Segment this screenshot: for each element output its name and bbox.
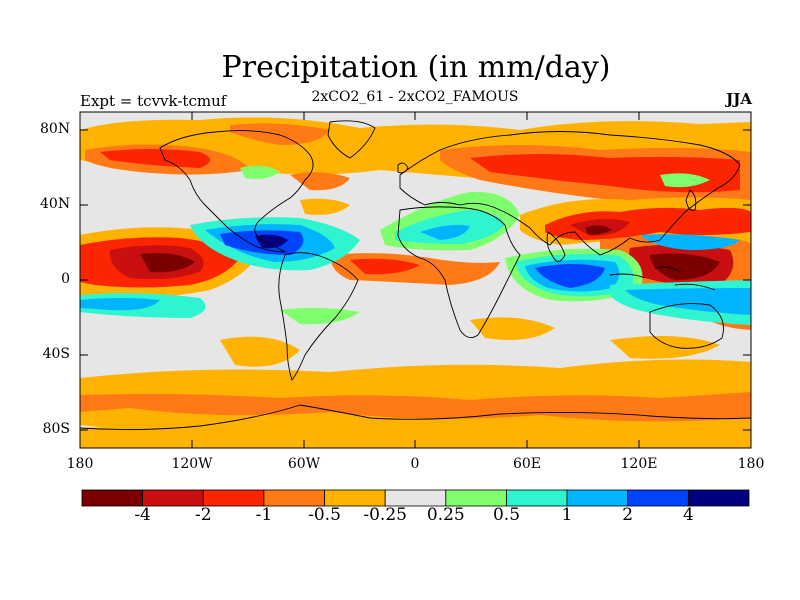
southern-patch (220, 336, 300, 367)
colorbar-label: 1 (561, 505, 573, 525)
coastlines (80, 120, 751, 431)
warm-pool-drying-core (650, 253, 720, 280)
colorbar-label: -0.25 (363, 505, 407, 525)
coastline-antarctica (80, 404, 751, 431)
season-label: JJA (726, 90, 752, 108)
east-pacific-drying-core (140, 253, 195, 273)
axis-ticks (80, 112, 751, 448)
colorbar-label: -4 (134, 505, 151, 525)
lat-label: 80S (42, 421, 70, 437)
coastline-india (546, 231, 566, 262)
north-wetting-patches (240, 165, 280, 180)
colorbar-label: 0.25 (426, 505, 465, 525)
central-america-wetting-max (255, 234, 288, 249)
south-east-pacific-wetting (80, 298, 160, 311)
lon-label: 120W (171, 456, 213, 472)
colorbar-swatch (324, 489, 386, 507)
atlantic-drying (300, 198, 350, 215)
coastline-australia (649, 303, 724, 349)
lat-label: 40N (40, 196, 71, 212)
coastline-south-america (278, 252, 359, 381)
lon-label: 180 (737, 456, 765, 472)
lat-label: 80N (40, 121, 71, 137)
colorbar-label: 4 (682, 505, 694, 525)
north-pacific-drying-core (100, 149, 210, 168)
colorbar (81, 489, 750, 507)
south-pacific-wetting (625, 288, 751, 315)
colorbar-swatch (142, 489, 204, 507)
chart-subtitle: 2xCO2_61 - 2xCO2_FAMOUS (311, 89, 519, 105)
arctic-drying (230, 123, 330, 145)
colorbar-swatch (687, 489, 750, 507)
lon-label: 60E (512, 456, 542, 472)
map-field (80, 112, 751, 448)
antarctic-coast-band (80, 421, 751, 448)
colorbar-label: 2 (622, 505, 634, 525)
coastline-uk (397, 162, 409, 174)
atlantic-itcz-drying-core (350, 258, 420, 275)
coastline-africa (397, 206, 521, 339)
experiment-label: Expt = tcvvk-tcmuf (80, 92, 227, 110)
coastline-islands (609, 266, 716, 291)
southern-ocean-core (80, 392, 751, 422)
southern-patch (610, 336, 720, 359)
colorbar-label: -0.5 (308, 505, 341, 525)
colorbar-swatch (506, 489, 568, 507)
colorbar-swatch (202, 489, 265, 507)
colorbar-swatch (627, 489, 689, 507)
indian-ocean-wetting-core (535, 264, 605, 288)
lon-label: 60W (287, 456, 321, 472)
north-wetting-patches (660, 173, 710, 188)
colorbar-swatch (445, 489, 507, 507)
atlantic-drying (290, 172, 350, 191)
lat-label: 40S (42, 346, 70, 362)
colorbar-swatch (384, 489, 447, 507)
coastline-north-america (159, 130, 314, 253)
lat-label: 0 (61, 271, 70, 287)
colorbar-label: -1 (255, 505, 273, 525)
coastline-greenland (327, 120, 376, 159)
colorbar-label: 0.5 (492, 505, 521, 525)
colorbar-label: -2 (195, 505, 212, 525)
lon-label: 180 (66, 456, 94, 472)
chart-title: Precipitation (in mm/day) (221, 50, 611, 85)
coastline-japan (685, 189, 697, 211)
east-asia-drying-core (585, 225, 612, 235)
lon-label: 120E (620, 456, 658, 472)
sahel-wetting-core (420, 224, 470, 240)
pacific-wetting (640, 234, 740, 250)
colorbar-swatch (263, 489, 325, 507)
southern-patch (470, 317, 555, 341)
coastline-eurasia (399, 131, 741, 256)
colorbar-swatch (81, 489, 144, 507)
colorbar-swatch (566, 489, 629, 507)
lon-label: 0 (410, 456, 420, 472)
